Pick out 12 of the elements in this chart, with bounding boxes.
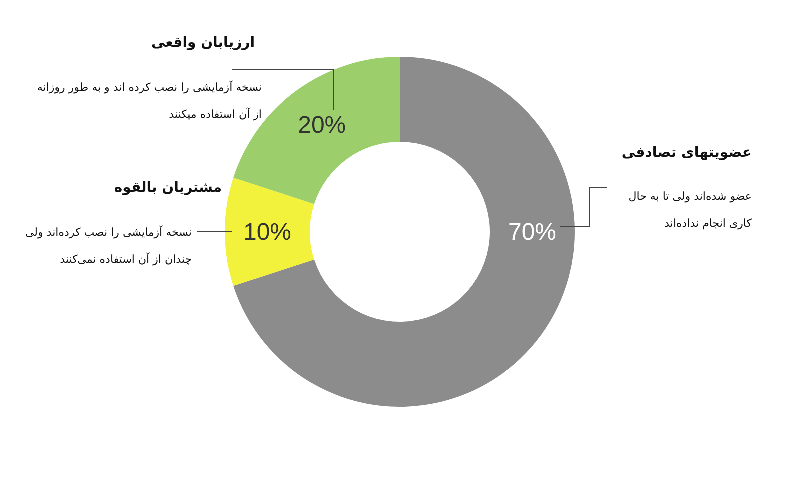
slice-label: عضویتهای تصادفی xyxy=(622,145,752,161)
data-label: 70% xyxy=(508,219,557,246)
donut-slice xyxy=(225,178,314,286)
slice-label: ارزیابان واقعی xyxy=(151,35,255,51)
text: نسخه آزمایشی را نصب کرده‌اند ولی چندان از آن استفاده نمی‌کنند xyxy=(26,226,192,266)
donut-slice xyxy=(234,57,575,407)
donut-slice xyxy=(234,57,400,204)
slice-label: مشتریان بالقوه xyxy=(114,180,222,196)
text: نسخه آزمایشی را نصب کرده اند و به طور روزانه از آن استفاده میکنند xyxy=(37,81,262,121)
data-label: 10% xyxy=(243,219,292,246)
text: عضو شده‌اند ولی تا به حال کاری انجام نداده‌اند xyxy=(628,190,752,230)
data-label: 20% xyxy=(298,112,346,139)
